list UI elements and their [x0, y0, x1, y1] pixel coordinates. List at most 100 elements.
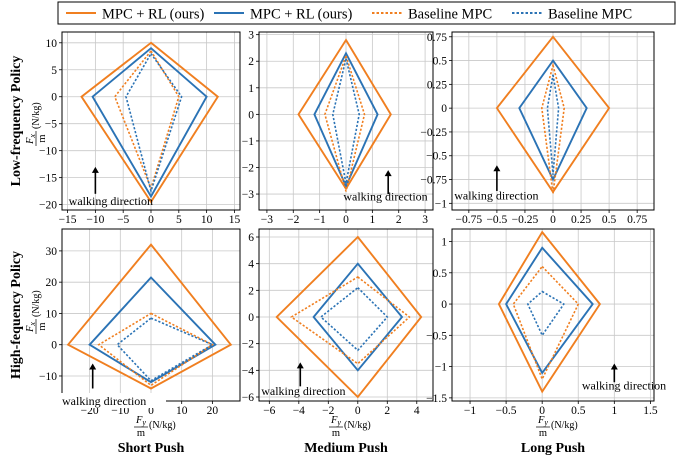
x-tick-label: −2	[322, 405, 334, 417]
x-tick-label: 15	[229, 214, 241, 226]
x-axis-label-denominator: m	[332, 428, 340, 439]
y-tick-label: −6	[242, 392, 254, 404]
x-axis-label-sub: y	[336, 418, 341, 427]
walking-direction-label: walking direction	[261, 384, 345, 398]
panel-r0-c1: −3 −2 −1 0 1 2 3 −3 −2 −1 0 1 2 3 walking direction	[242, 30, 434, 226]
x-axis-label-numerator: Fy	[537, 415, 548, 427]
walking-direction-label: walking direction	[343, 190, 427, 204]
arrow-icon	[91, 166, 99, 173]
legend-label-2: Baseline MPC	[408, 7, 492, 23]
series-3	[125, 52, 183, 194]
y-tick-label: 0.75	[427, 32, 447, 44]
series-3	[319, 286, 389, 352]
y-axis-label-numerator: Fx	[25, 134, 37, 145]
legend-label-1: MPC + RL (ours)	[250, 7, 352, 23]
y-axis-label-unit: (N/kg)	[31, 290, 42, 317]
x-tick-label: −2	[287, 214, 299, 226]
series-3	[526, 290, 565, 337]
panel-r0-c2: −0.75 −0.5 −0.25 0 0.25 0.5 0.75−1−0.75−0.5−0.…	[420, 31, 655, 226]
x-axis-label-sub: y	[543, 418, 548, 427]
x-tick-label: 2	[384, 405, 390, 417]
walking-direction-label: walking direction	[582, 378, 666, 392]
series-1	[91, 46, 208, 199]
y-tick-label: 20	[46, 277, 58, 289]
y-tick-label: −1	[242, 136, 254, 148]
series-3	[546, 74, 560, 175]
y-tick-label: 10	[46, 308, 58, 320]
series-3	[116, 317, 215, 382]
y-tick-label: −0.25	[420, 127, 447, 139]
y-tick-label: −2	[242, 339, 254, 351]
y-axis-label-denominator: m	[37, 322, 48, 330]
y-tick-label: 4	[248, 259, 254, 271]
x-axis-label-unit: (N/kg)	[344, 420, 371, 431]
arrow-icon	[384, 170, 392, 177]
label-backdrop	[60, 393, 166, 408]
series-0	[80, 41, 220, 204]
series-2	[289, 276, 411, 365]
y-tick-label: −0.5	[426, 151, 447, 163]
x-axis-label-unit: (N/kg)	[149, 420, 176, 431]
y-tick-label: 6	[248, 232, 254, 244]
series-2	[97, 312, 214, 387]
series-0	[66, 243, 233, 390]
y-tick-label: −1.5	[426, 393, 447, 405]
x-tick-label: 3	[422, 214, 428, 226]
col-label-1: Medium Push	[304, 441, 388, 456]
arrow-icon	[89, 363, 97, 370]
x-axis-label-1: Fym (N/kg)	[329, 415, 371, 439]
y-tick-label: 0	[51, 340, 57, 352]
y-tick-label: 0	[441, 103, 447, 115]
y-axis-label-unit: (N/kg)	[31, 102, 42, 129]
y-tick-label: −5	[45, 119, 57, 131]
series-2	[540, 62, 566, 194]
x-tick-label: −5	[117, 214, 129, 226]
legend: MPC + RL (ours) MPC + RL (ours) Baseline M…	[57, 1, 676, 25]
y-tick-label: 0.5	[433, 268, 448, 280]
x-tick-label: 0	[148, 405, 154, 417]
y-tick-label: 1	[248, 83, 254, 95]
x-axis-label-numerator: Fy	[330, 415, 341, 427]
x-tick-label: 1	[369, 214, 375, 226]
series-1	[518, 58, 588, 182]
walking-direction-label: walking direction	[62, 394, 146, 408]
y-axis-label: Fx m (N/kg)	[25, 102, 48, 146]
x-tick-label: −1	[314, 214, 326, 226]
y-tick-label: −15	[39, 173, 57, 185]
y-tick-label: −0.75	[420, 175, 447, 187]
x-tick-label: 0	[539, 405, 545, 417]
arrow-icon	[296, 362, 304, 369]
x-tick-label: 4	[414, 405, 420, 417]
series-2	[113, 49, 180, 191]
plot-frame	[61, 31, 241, 211]
series-3	[331, 58, 361, 184]
x-tick-label: 0	[343, 214, 349, 226]
col-label-0: Short Push	[118, 441, 185, 456]
y-tick-label: −0.5	[426, 330, 447, 342]
x-axis-label-unit: (N/kg)	[551, 420, 578, 431]
plot-frame	[258, 31, 434, 211]
y-tick-label: 0	[248, 312, 254, 324]
x-tick-label: −10	[86, 214, 104, 226]
x-tick-label: 0	[148, 214, 154, 226]
x-tick-label: 1.5	[643, 405, 658, 417]
y-tick-label: −20	[39, 200, 57, 212]
y-tick-label: 10	[46, 38, 58, 50]
y-axis-label-sub: x	[28, 134, 37, 139]
y-tick-label: 5	[51, 65, 57, 77]
x-axis-label-2: Fym (N/kg)	[536, 415, 578, 439]
x-tick-label: 0	[355, 405, 361, 417]
y-tick-label: 3	[248, 30, 254, 42]
y-tick-label: −1	[435, 198, 447, 210]
plot-area	[452, 229, 654, 401]
y-axis-label-denominator: m	[37, 134, 48, 142]
y-tick-label: 0	[248, 109, 254, 121]
walking-direction-label: walking direction	[454, 189, 538, 203]
x-tick-label: 0	[550, 214, 556, 226]
x-tick-label: 0.25	[571, 214, 591, 226]
row-label-0: Low-frequency Policy	[9, 56, 24, 187]
x-tick-label: −0.5	[486, 214, 507, 226]
